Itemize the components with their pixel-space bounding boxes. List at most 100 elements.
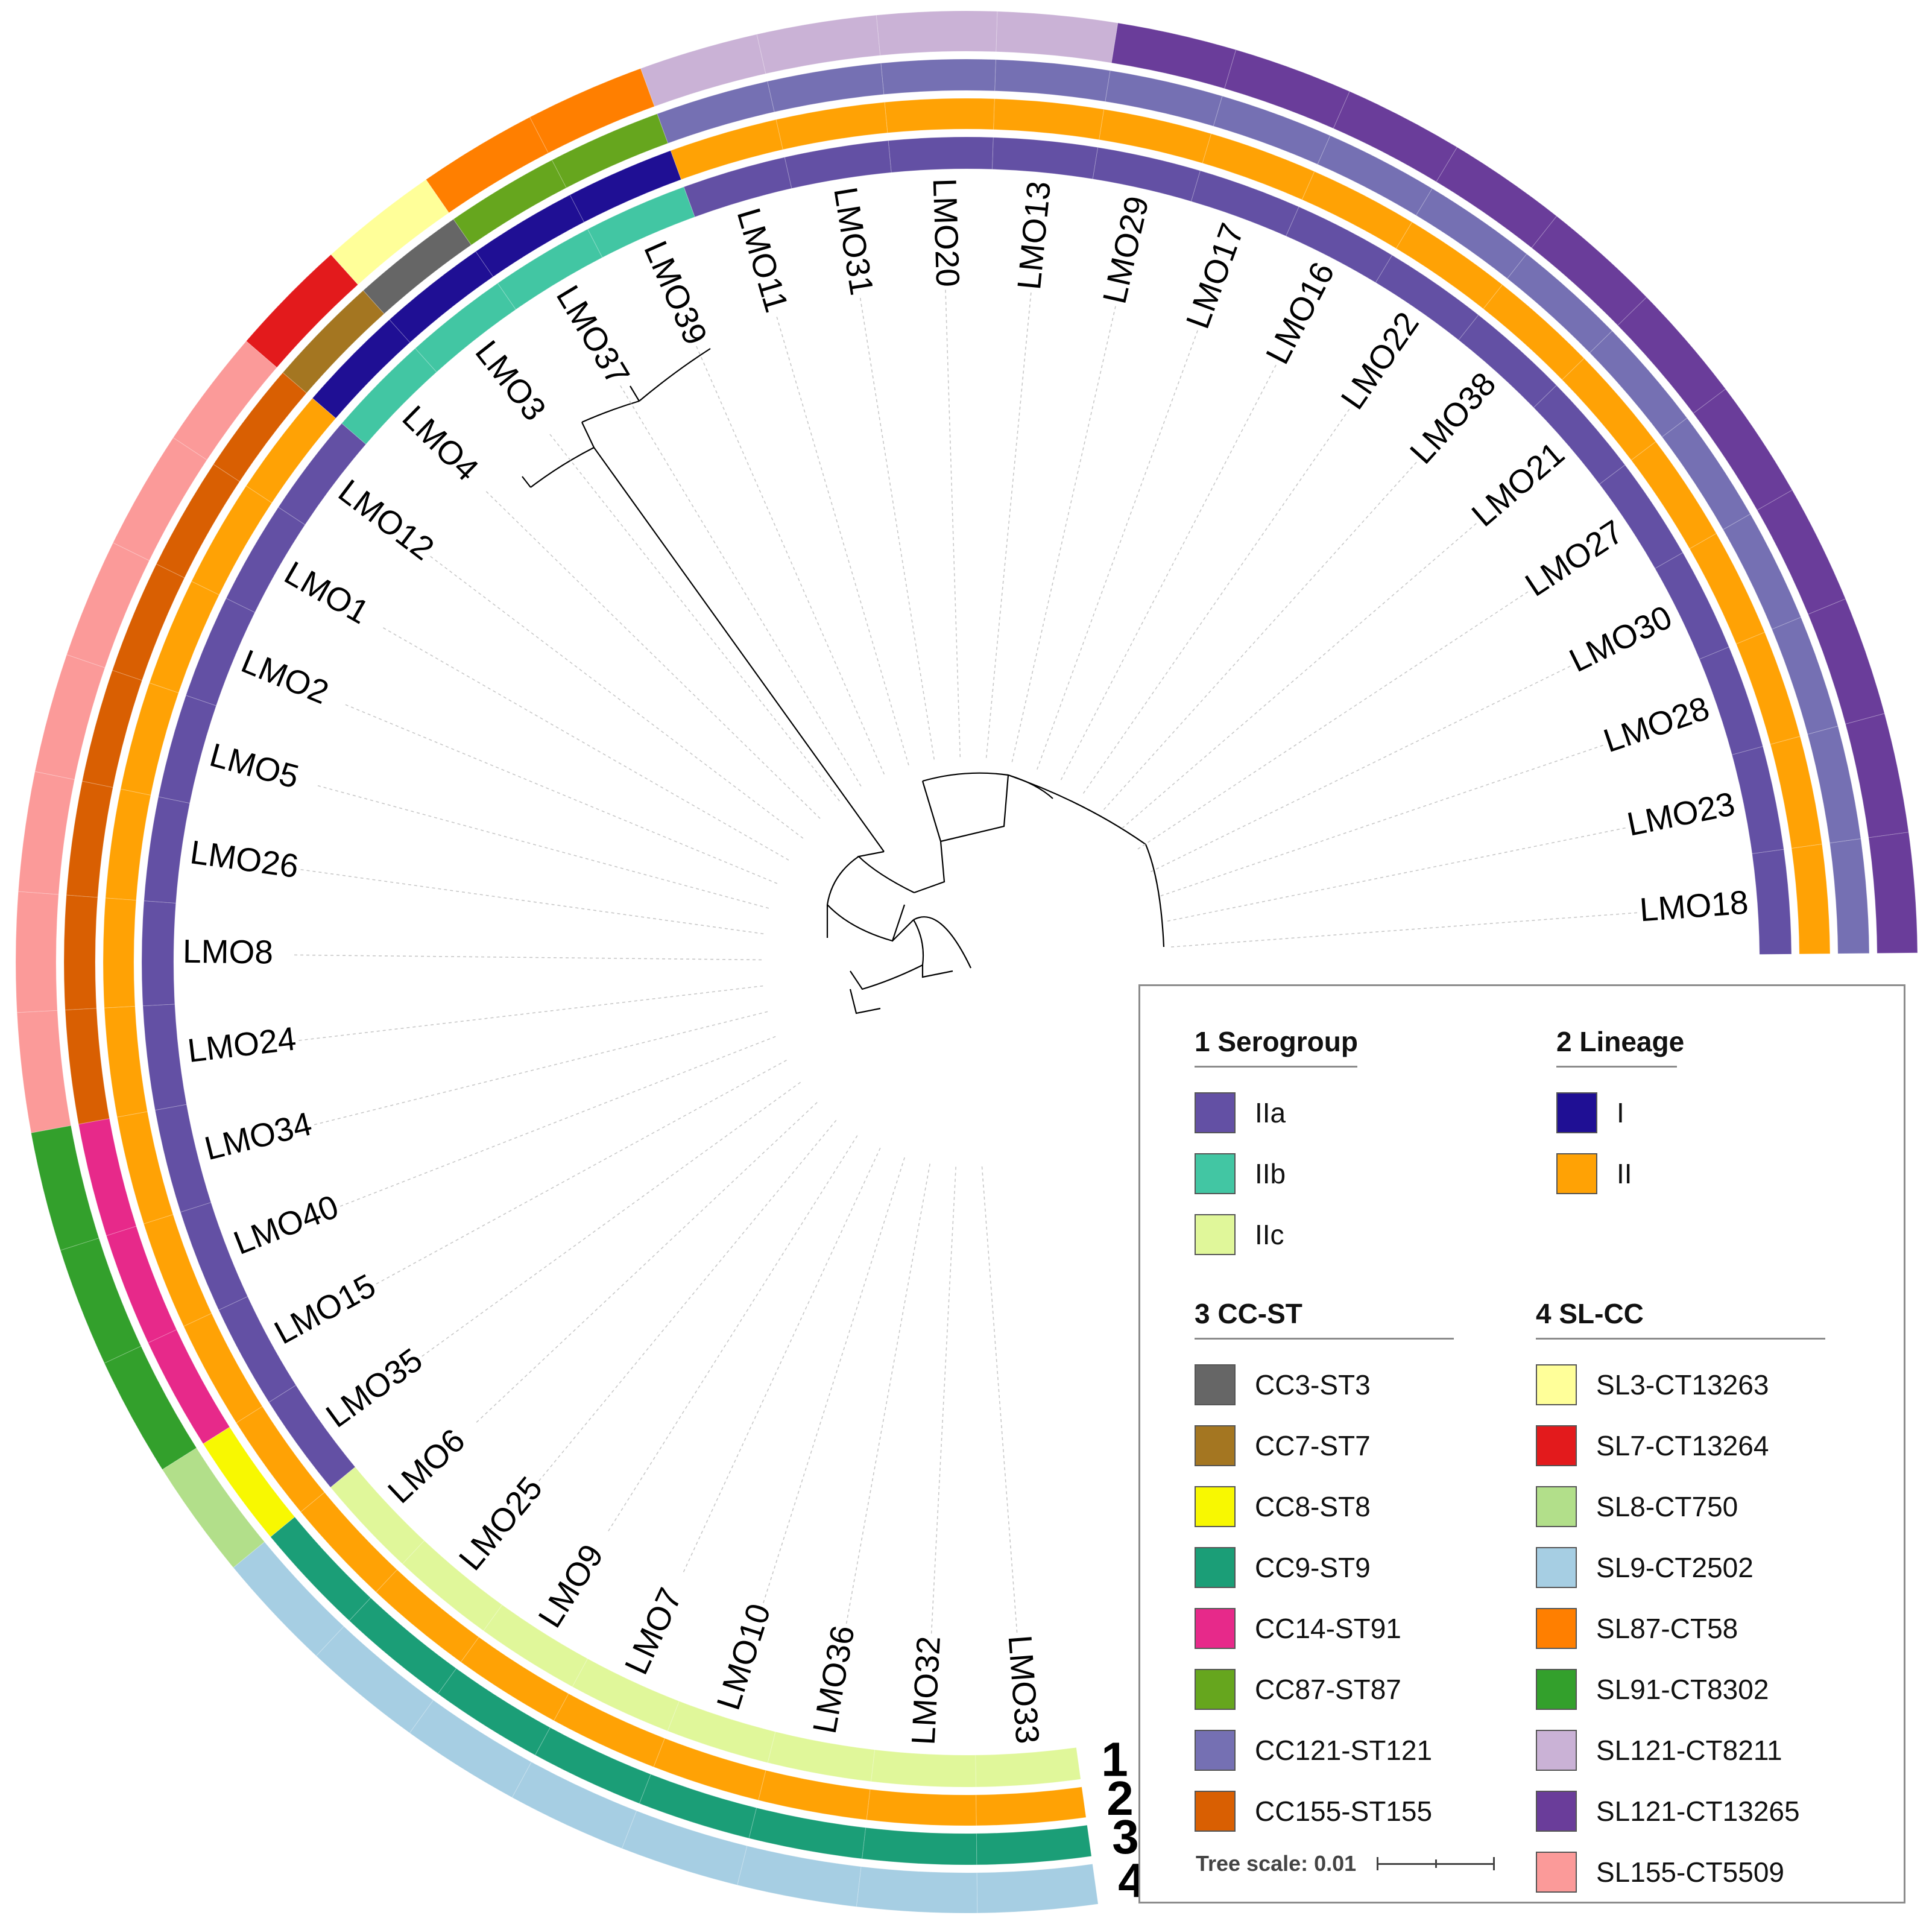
branch-lmo4 [522,476,531,488]
legend-sl-cc: 4 SL-CC SL3-CT13263 SL7-CT13264 SL8-CT750 S… [1536,1296,1825,1902]
leaf-label: LMO20 [926,178,967,288]
ring-1-segment [402,1540,503,1631]
legend-lineage-rule [1556,1066,1677,1068]
ring-2-segment [143,1214,212,1327]
ring-2-segment [1631,441,1717,549]
legend-swatch [1536,1790,1577,1832]
ring-1-segment [587,186,695,258]
legend-cc-st: 3 CC-ST CC3-ST3 CC7-ST7 CC8-ST8 CC9-ST9 CC14… [1195,1296,1454,1841]
legend-label: SL87-CT58 [1596,1612,1738,1644]
branch-node-h [913,919,924,966]
legend-serogroup: 1 Serogroup IIa IIb IIc [1195,1024,1358,1265]
leaf-leader-line [1011,303,1117,762]
leaf-leader-line [845,1163,930,1627]
branch-node-k [921,965,953,978]
leaf-leader-line [1171,912,1641,948]
legend-item: IIa [1195,1082,1357,1143]
ring-4-segment [16,1010,72,1133]
ring-2-segment [1202,133,1315,200]
ring-4-segment [1111,22,1237,89]
ring-1-segment [1654,552,1729,660]
ring-2-segment [312,319,411,419]
leaf-label: LMO11 [730,204,796,317]
legend-label: IIb [1255,1157,1286,1189]
ring-3-segment [1722,513,1802,630]
ring-4-segment [66,542,150,668]
legend-item: SL91-CT8302 [1536,1659,1825,1720]
ring-1-segment [1752,849,1792,955]
leaf-label: LMO13 [1010,180,1058,291]
legend-swatch [1195,1364,1236,1405]
leaf-label: LMO1 [279,554,376,631]
ring-1-segment [1699,646,1764,755]
legend-swatch [1536,1364,1577,1405]
ring-2-segment [1099,109,1212,164]
ring-2-segment [105,788,151,901]
leaf-label: LMO37 [549,279,637,391]
ring-2-segment [375,1569,479,1663]
ring-4-segment [60,1238,142,1364]
legend-swatch [1556,1153,1597,1194]
ring-4-segment [640,34,766,107]
ring-1-segment [1731,745,1784,854]
branch-cc121 [1008,774,1146,845]
ring-3-segment [862,1827,977,1865]
leaf-leader-line [762,1157,905,1606]
ring-3-segment [1317,135,1433,216]
leaf-label: LMO34 [201,1104,315,1167]
legend-swatch [1195,1729,1236,1771]
ring-4-segment [856,1866,978,1914]
ring-4-segment [1223,49,1350,129]
ring-number: 1 [1101,1733,1128,1786]
ring-1-segment [1458,314,1557,408]
ring-2-segment [300,1492,398,1593]
ring-4-segment [756,14,881,74]
ring-4-segment [529,68,655,154]
ring-2-segment [389,251,494,343]
ring-2-segment [1770,736,1823,849]
ring-4-segment [737,1845,862,1907]
legend-item: CC9-ST9 [1195,1537,1454,1598]
ring-3-segment [156,464,241,578]
legend-sl-cc-title: 4 SL-CC [1536,1298,1644,1329]
leaf-label: LMO5 [206,736,303,796]
ring-4-segment [1845,713,1909,838]
ring-4-segment [1531,215,1647,326]
leaf-leader-line [419,1081,801,1359]
ring-1-segment [185,598,256,706]
ring-3-segment [1415,188,1527,279]
ring-number: 3 [1112,1810,1139,1864]
ring-4-segment [1436,147,1558,248]
branch-lmo37 [630,385,640,402]
legend-swatch [1195,1092,1236,1133]
ring-2-segment [1301,171,1413,249]
ring-1-segment [667,1700,776,1764]
ring-3-segment [1105,70,1223,127]
ring-1-segment [1533,385,1626,485]
leaf-label: LMO25 [452,1469,550,1577]
legend-item: CC7-ST7 [1195,1415,1454,1476]
ring-1-segment [226,507,306,613]
ring-3-segment [453,159,567,245]
ring-4-segment [104,1346,197,1470]
ring-1-segment [141,900,177,1007]
legend-swatch [1195,1546,1236,1588]
legend-item: CC14-ST91 [1195,1598,1454,1659]
ring-1-segment [1599,464,1684,569]
leaf-leader-line [1060,362,1278,780]
branch-backbone-3 [1144,844,1165,948]
leaf-leader-line [548,431,840,802]
ring-1-segment [268,1385,356,1488]
ring-2-segment [1395,221,1503,309]
ring-3-segment [112,563,185,681]
ring-3-segment [1506,253,1613,353]
ring-2-segment [884,98,995,133]
ring-1-segment [154,1104,212,1213]
leaf-leader-line [618,382,862,786]
leaf-label: LMO6 [380,1422,472,1511]
legend: 1 Serogroup IIa IIb IIc 2 Lineage I II 3 CC… [1138,984,1905,1903]
legend-item: SL87-CT58 [1536,1598,1825,1659]
legend-item: SL8-CT750 [1536,1476,1825,1537]
leaf-label: LMO10 [709,1599,778,1714]
ring-2-segment [103,897,137,1008]
